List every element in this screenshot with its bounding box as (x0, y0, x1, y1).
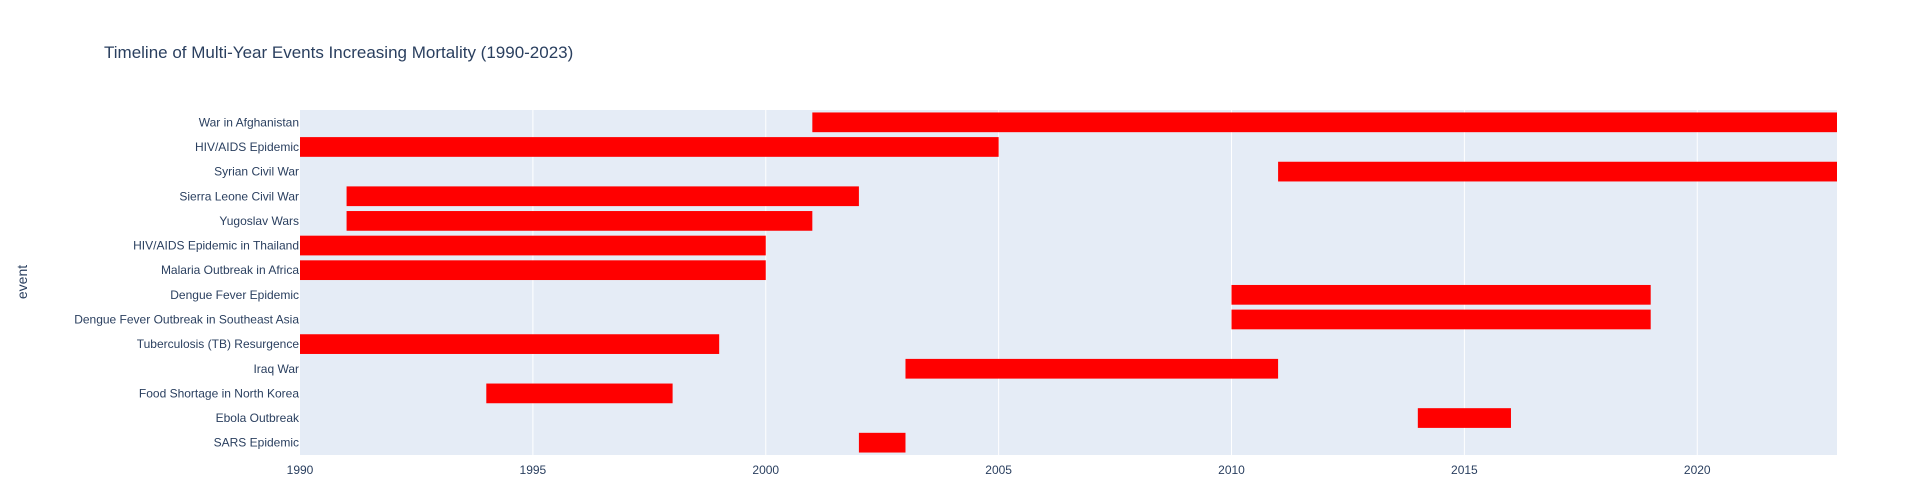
event-bar (1417, 408, 1511, 428)
y-tick-label: HIV/AIDS Epidemic (195, 140, 299, 154)
event-bar (1231, 309, 1651, 330)
x-tick-label: 2005 (985, 463, 1012, 477)
x-tick-label: 1990 (287, 463, 314, 477)
y-axis-title: event (14, 265, 30, 299)
x-gridlines (532, 110, 1698, 455)
x-tick-label: 2020 (1684, 463, 1711, 477)
event-bar (1278, 161, 1837, 182)
event-bar (300, 137, 999, 157)
y-tick-label: Food Shortage in North Korea (139, 386, 299, 400)
event-bar (300, 235, 766, 256)
y-tick-label: Syrian Civil War (214, 165, 299, 179)
chart-title: Timeline of Multi-Year Events Increasing… (104, 43, 573, 62)
event-bar (858, 432, 906, 453)
event-bar (905, 358, 1279, 379)
event-bars (300, 112, 1838, 453)
y-tick-label: SARS Epidemic (214, 436, 299, 450)
y-tick-label: Dengue Fever Epidemic (170, 288, 299, 302)
y-tick-label: Ebola Outbreak (216, 411, 300, 425)
x-tick-label: 2010 (1218, 463, 1245, 477)
event-bar (346, 186, 859, 207)
y-tick-label: Dengue Fever Outbreak in Southeast Asia (74, 312, 299, 326)
y-tick-label: HIV/AIDS Epidemic in Thailand (133, 239, 299, 253)
y-tick-labels: War in Afghanistan HIV/AIDS Epidemic Syria… (74, 115, 300, 449)
event-bar (486, 383, 673, 404)
y-tick-label: Iraq War (253, 362, 299, 376)
event-bar (300, 260, 766, 281)
x-tick-labels: 1990 1995 2000 2005 2010 2015 2020 (287, 463, 1711, 477)
event-bar (346, 211, 813, 231)
x-tick-label: 2015 (1451, 463, 1478, 477)
event-bar (1231, 284, 1651, 305)
y-tick-label: War in Afghanistan (199, 115, 299, 129)
x-tick-label: 2000 (752, 463, 779, 477)
y-tick-label: Yugoslav Wars (219, 214, 299, 228)
y-tick-label: Malaria Outbreak in Africa (161, 263, 299, 277)
event-bar (812, 112, 1838, 133)
y-tick-label: Tuberculosis (TB) Resurgence (137, 337, 300, 351)
y-tick-label: Sierra Leone Civil War (179, 189, 299, 203)
x-tick-label: 1995 (520, 463, 547, 477)
event-bar (300, 334, 720, 354)
